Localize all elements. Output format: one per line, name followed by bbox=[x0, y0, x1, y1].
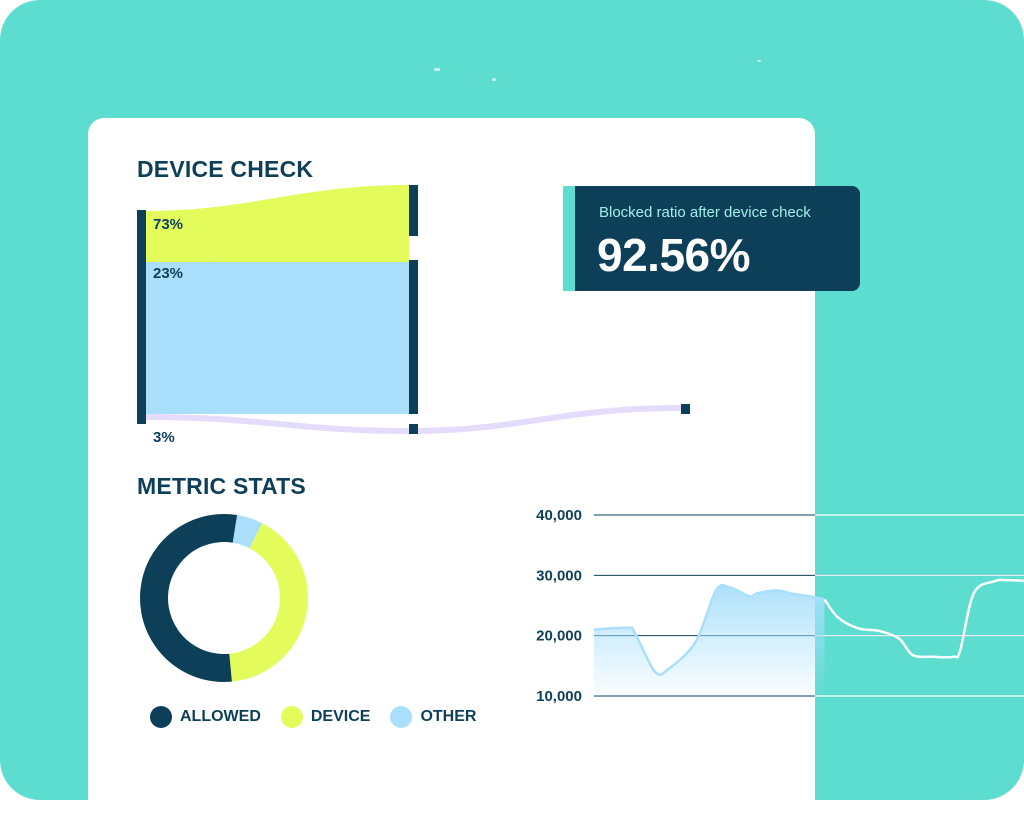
legend-dot-other bbox=[390, 706, 413, 728]
donut-legend: ALLOWED DEVICE OTHER bbox=[150, 705, 496, 729]
ratio-accent-bar bbox=[563, 186, 575, 291]
sankey-label-device: 73% bbox=[153, 216, 184, 233]
legend-dot-device bbox=[280, 706, 303, 728]
speck-decoration bbox=[757, 60, 761, 62]
legend-item-other: OTHER bbox=[390, 706, 476, 728]
sankey-node-mid-other bbox=[409, 424, 418, 434]
legend-label-allowed: ALLOWED bbox=[180, 708, 261, 725]
legend-dot-allowed bbox=[150, 706, 172, 728]
sankey-node-device bbox=[409, 185, 418, 236]
sankey-flow-device bbox=[146, 185, 409, 262]
donut-chart bbox=[140, 514, 308, 682]
legend-item-device: DEVICE bbox=[280, 706, 371, 728]
donut-slice-device bbox=[229, 523, 308, 682]
sankey-node-end-other bbox=[681, 404, 690, 414]
legend-item-allowed: ALLOWED bbox=[150, 706, 261, 728]
legend-label-other: OTHER bbox=[420, 708, 477, 725]
metric-stats-title: METRIC STATS bbox=[137, 473, 306, 499]
blocked-ratio-value: 92.56% bbox=[597, 229, 751, 281]
y-tick-label: 30,000 bbox=[536, 567, 582, 584]
sankey-chart bbox=[137, 185, 690, 434]
blocked-ratio-label: Blocked ratio after device check bbox=[599, 204, 811, 221]
sankey-label-allowed: 23% bbox=[153, 265, 184, 282]
line-chart: 40,000 30,000 20,000 10,000 bbox=[536, 507, 1024, 705]
y-tick-label: 10,000 bbox=[536, 688, 582, 705]
y-tick-label: 40,000 bbox=[536, 507, 582, 524]
y-tick-label: 20,000 bbox=[536, 628, 582, 645]
speck-decoration bbox=[434, 68, 440, 71]
device-check-title: DEVICE CHECK bbox=[137, 156, 314, 182]
speck-decoration bbox=[492, 78, 496, 81]
donut-slice-other bbox=[232, 515, 263, 549]
series-line-blue bbox=[593, 583, 825, 677]
sankey-flow-other bbox=[146, 405, 681, 434]
sankey-node-allowed bbox=[409, 260, 418, 414]
series-area-fill bbox=[594, 585, 825, 696]
legend-label-device: DEVICE bbox=[310, 708, 371, 725]
sankey-flow-allowed bbox=[146, 262, 409, 414]
sankey-node-source bbox=[137, 210, 146, 424]
donut-slice-allowed bbox=[140, 514, 238, 682]
blocked-ratio-card: Blocked ratio after device check 92.56% bbox=[563, 186, 860, 291]
sankey-label-other: 3% bbox=[153, 429, 175, 446]
series-line-white bbox=[823, 578, 1024, 659]
